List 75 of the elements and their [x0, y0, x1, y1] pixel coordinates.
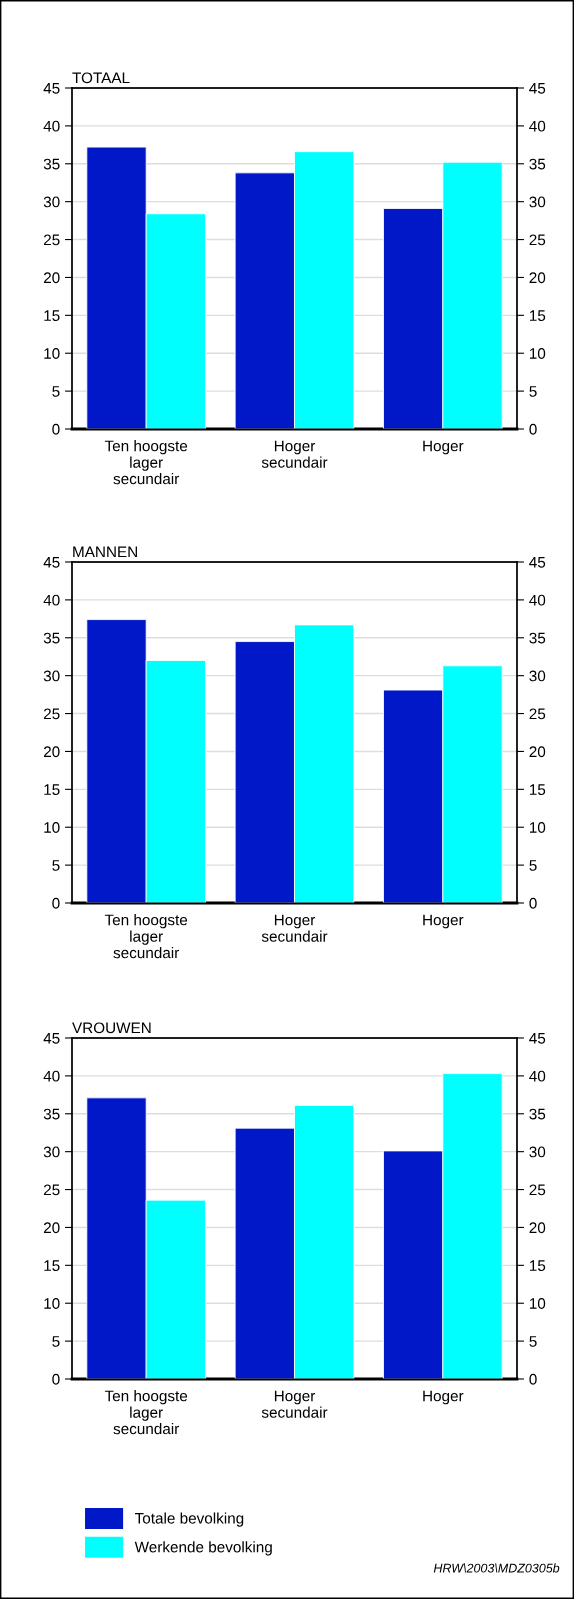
chart-title: TOTAAL: [72, 72, 130, 84]
y2-tick-label: 25: [529, 708, 546, 720]
y2-tick-label: 10: [529, 1298, 546, 1309]
y2-tick-label: 30: [529, 196, 546, 208]
legend-label: Werkende bevolking: [134, 1541, 272, 1556]
y-tick-label: 20: [43, 272, 60, 284]
y-tick-label: 45: [43, 557, 60, 568]
y2-tick-label: 5: [529, 860, 537, 871]
y-tick-label: 40: [43, 594, 60, 606]
x-tick-label: Hoger secundair: [261, 1390, 328, 1418]
text: HRW\2003\MDZ0305b: [433, 1563, 560, 1573]
y2-tick-label: 45: [529, 83, 546, 94]
y-tick-label: 45: [43, 83, 60, 94]
x-tick-label: Hoger secundair: [261, 440, 328, 468]
y-tick-label: 35: [43, 632, 60, 644]
x-tick-label: Ten hoogste lager secundair: [104, 1390, 188, 1435]
y-tick-label: 30: [43, 196, 60, 208]
y-tick-label: 10: [44, 1298, 60, 1309]
y2-tick-label: 25: [529, 1184, 546, 1196]
y2-tick-label: 40: [529, 594, 546, 606]
y2-tick-label: 40: [529, 1070, 546, 1082]
y2-tick-label: 0: [529, 1373, 537, 1385]
y-tick-label: 20: [43, 1222, 60, 1234]
y-tick-label: 15: [44, 784, 60, 796]
y2-tick-label: 20: [529, 1222, 546, 1234]
y2-tick-label: 15: [529, 310, 546, 322]
y-tick-label: 10: [44, 348, 60, 359]
y2-tick-label: 35: [529, 1108, 546, 1120]
y-tick-label: 25: [43, 1184, 60, 1196]
y2-tick-label: 20: [529, 272, 546, 284]
y2-tick-label: 40: [529, 120, 546, 132]
x-tick-label: Ten hoogste lager secundair: [104, 440, 188, 485]
y-tick-label: 30: [43, 1146, 60, 1158]
legend-label: Totale bevolking: [134, 1512, 244, 1527]
y2-tick-label: 0: [529, 423, 537, 435]
y-tick-label: 35: [43, 158, 60, 170]
x-tick-label: Hoger secundair: [261, 914, 328, 942]
chart-title: MANNEN: [73, 546, 137, 558]
x-tick-label: Hoger: [423, 1390, 464, 1405]
y2-tick-label: 45: [529, 1033, 546, 1044]
x-tick-label: Ten hoogste lager secundair: [104, 914, 188, 959]
y-tick-label: 0: [52, 1373, 60, 1385]
y-tick-label: 0: [52, 897, 60, 909]
y2-tick-label: 45: [529, 557, 546, 568]
y-tick-label: 25: [43, 708, 60, 720]
y2-tick-label: 10: [529, 822, 546, 833]
y-tick-label: 30: [43, 670, 60, 682]
y-tick-label: 15: [44, 1260, 60, 1272]
y-tick-label: 5: [52, 386, 60, 397]
y-tick-label: 40: [43, 1070, 60, 1082]
y2-tick-label: 30: [529, 670, 546, 682]
y-tick-label: 20: [43, 746, 60, 758]
y2-tick-label: 35: [529, 632, 546, 644]
y2-tick-label: 5: [529, 386, 537, 397]
y2-tick-label: 20: [529, 746, 546, 758]
y-tick-label: 35: [43, 1108, 60, 1120]
y2-tick-label: 25: [529, 234, 546, 246]
y-tick-label: 5: [52, 1336, 60, 1347]
y2-tick-label: 15: [529, 784, 546, 796]
y2-tick-label: 35: [529, 158, 546, 170]
y-tick-label: 5: [52, 860, 60, 871]
y-tick-label: 25: [43, 234, 60, 246]
y2-tick-label: 0: [529, 897, 537, 909]
y-tick-label: 40: [43, 120, 60, 132]
x-tick-label: Hoger: [423, 914, 464, 929]
x-tick-label: Hoger: [423, 440, 464, 455]
y-tick-label: 45: [43, 1033, 60, 1044]
y-tick-label: 15: [44, 310, 60, 322]
y2-tick-label: 15: [529, 1260, 546, 1272]
y2-tick-label: 10: [529, 348, 546, 359]
y2-tick-label: 5: [529, 1336, 537, 1347]
y-tick-label: 0: [52, 423, 60, 435]
chart-title: VROUWEN: [72, 1022, 151, 1034]
y-tick-label: 10: [44, 822, 60, 833]
y2-tick-label: 30: [529, 1146, 546, 1158]
